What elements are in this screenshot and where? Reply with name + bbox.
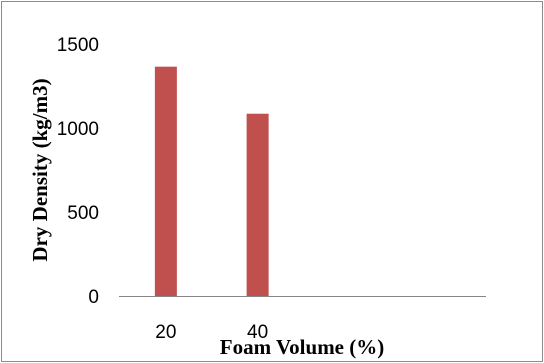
- y-axis-ticks: 0 500 1000 1500: [57, 35, 99, 308]
- y-tick-label: 1500: [57, 35, 99, 56]
- x-axis-title: Foam Volume (%): [220, 335, 385, 359]
- bar: [154, 66, 177, 297]
- y-tick-label: 1000: [57, 119, 99, 140]
- x-tick-label: 20: [155, 322, 176, 343]
- y-tick-label: 0: [88, 287, 99, 308]
- x-tick-label: 40: [247, 322, 268, 343]
- bar: [246, 113, 269, 296]
- y-axis-title: Dry Density (kg/m3): [28, 78, 52, 261]
- x-axis-ticks: 20 40: [155, 322, 268, 343]
- y-tick-label: 500: [67, 203, 99, 224]
- bars: [154, 66, 269, 297]
